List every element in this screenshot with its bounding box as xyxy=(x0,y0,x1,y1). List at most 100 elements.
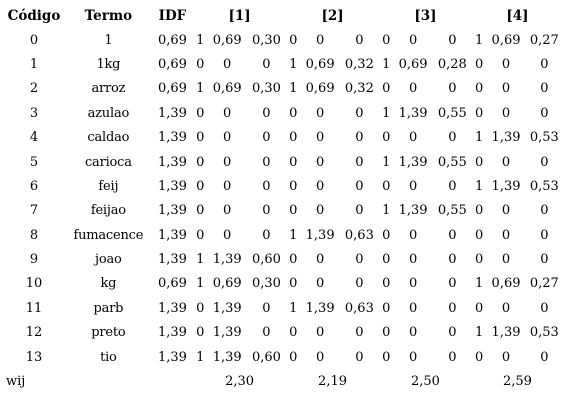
row-cell: 0 xyxy=(315,325,325,341)
table-row: 11 parb 1,39 0 1,39 0 1 1,39 0,63 0 0 0 0 0 0 xyxy=(3,297,563,321)
row-cell: 0 xyxy=(262,56,271,72)
row-term: parb xyxy=(93,300,124,316)
row-term: 1kg xyxy=(96,56,121,72)
table-row: 10 kg 0,69 1 0,69 0,30 0 0 0 0 0 0 1 0,69 0,27 xyxy=(3,272,563,296)
row-cell: 0 xyxy=(355,154,364,170)
row-cell: 0 xyxy=(355,203,364,219)
row-cell: 0 xyxy=(382,325,391,341)
row-cell: 0 xyxy=(501,203,511,219)
row-cell: 0 xyxy=(196,203,205,219)
row-cell: 1,39 xyxy=(491,178,521,194)
row-cell: 0,55 xyxy=(437,154,467,170)
row-cell: 0 xyxy=(408,276,418,292)
row-cell: 1,39 xyxy=(305,227,335,243)
footer-w-doc-1: 2,30 xyxy=(225,374,255,390)
row-cell: 1 xyxy=(475,178,484,194)
row-cell: 1 xyxy=(289,227,298,243)
row-cell: 0 xyxy=(223,56,232,72)
row-cell: 0 xyxy=(315,130,325,146)
row-idf: 1,39 xyxy=(157,252,187,268)
row-cell: 1 xyxy=(382,105,391,121)
row-cell: 0 xyxy=(196,300,205,316)
row-idf: 1,39 xyxy=(157,227,187,243)
row-code: 4 xyxy=(29,130,39,146)
row-cell: 0 xyxy=(475,227,484,243)
table-row: 2 arroz 0,69 1 0,69 0,30 1 0,69 0,32 0 0 0 0 0 0 xyxy=(3,77,563,101)
row-code: 1 xyxy=(29,56,39,72)
row-cell: 1 xyxy=(289,56,298,72)
row-cell: 0 xyxy=(540,300,549,316)
row-cell: 0,32 xyxy=(344,81,374,97)
row-cell: 0 xyxy=(448,81,457,97)
row-cell: 0 xyxy=(475,252,484,268)
row-code: 5 xyxy=(29,154,39,170)
row-cell: 0 xyxy=(448,178,457,194)
row-cell: 1 xyxy=(382,56,391,72)
row-cell: 0 xyxy=(540,349,549,365)
row-term: joao xyxy=(95,252,122,268)
row-cell: 0 xyxy=(355,178,364,194)
row-cell: 0 xyxy=(501,252,511,268)
row-cell: 1 xyxy=(289,81,298,97)
row-cell: 0 xyxy=(289,178,298,194)
row-cell: 0 xyxy=(540,227,549,243)
row-cell: 0 xyxy=(315,203,325,219)
row-idf: 1,39 xyxy=(157,203,187,219)
row-cell: 0 xyxy=(382,349,391,365)
row-cell: 0 xyxy=(355,130,364,146)
header-doc-3: [3] xyxy=(414,8,437,25)
header-doc-2: [2] xyxy=(321,8,344,25)
row-cell: 0,53 xyxy=(529,325,559,341)
table-row: 8 fumacence 1,39 0 0 0 1 1,39 0,63 0 0 0 0 0 0 xyxy=(3,224,563,248)
table-row: 6 feij 1,39 0 0 0 0 0 0 0 0 0 1 1,39 0,53 xyxy=(3,175,563,199)
row-cell: 0 xyxy=(540,154,549,170)
row-cell: 0 xyxy=(382,178,391,194)
row-idf: 1,39 xyxy=(157,130,187,146)
row-cell: 0,69 xyxy=(491,32,521,48)
row-cell: 0,63 xyxy=(344,227,374,243)
row-idf: 0,69 xyxy=(157,32,187,48)
row-cell: 0 xyxy=(289,105,298,121)
row-idf: 1,39 xyxy=(157,349,187,365)
row-cell: 0 xyxy=(540,105,549,121)
table-row: 12 preto 1,39 0 1,39 0 0 0 0 0 0 0 1 1,39 0,53 xyxy=(3,321,563,345)
row-cell: 0 xyxy=(262,203,271,219)
row-cell: 0,69 xyxy=(305,81,335,97)
header-doc-1: [1] xyxy=(228,8,251,25)
row-cell: 1 xyxy=(475,32,484,48)
row-idf: 1,39 xyxy=(157,154,187,170)
row-cell: 0 xyxy=(408,325,418,341)
table-body: 0 1 0,69 1 0,69 0,30 0 0 0 0 0 0 1 0,69 0,27 1 1kg 0,69 0 0… xyxy=(3,28,563,369)
row-code: 6 xyxy=(29,178,39,194)
row-cell: 0,60 xyxy=(251,349,281,365)
row-cell: 0 xyxy=(223,130,232,146)
row-cell: 0 xyxy=(382,81,391,97)
row-code: 12 xyxy=(25,325,43,341)
row-cell: 0,60 xyxy=(251,252,281,268)
table-row: 9 joao 1,39 1 1,39 0,60 0 0 0 0 0 0 0 0 0 xyxy=(3,248,563,272)
footer-w-doc-2: 2,19 xyxy=(318,374,347,390)
row-cell: 0 xyxy=(448,325,457,341)
row-term: preto xyxy=(91,325,126,341)
table-row: 7 feijao 1,39 0 0 0 0 0 0 1 1,39 0,55 0 0 0 xyxy=(3,199,563,223)
row-cell: 1,39 xyxy=(398,154,428,170)
row-cell: 0,32 xyxy=(344,56,374,72)
row-cell: 1,39 xyxy=(212,325,242,341)
row-cell: 0 xyxy=(355,252,364,268)
row-cell: 0,30 xyxy=(251,276,281,292)
row-cell: 0 xyxy=(196,227,205,243)
row-cell: 0 xyxy=(540,252,549,268)
row-cell: 0 xyxy=(448,130,457,146)
row-cell: 0 xyxy=(475,105,484,121)
row-term: tio xyxy=(100,349,117,365)
row-cell: 1,39 xyxy=(398,105,428,121)
row-cell: 0 xyxy=(501,105,511,121)
row-cell: 1 xyxy=(196,349,205,365)
row-cell: 0 xyxy=(408,81,418,97)
row-cell: 0 xyxy=(382,276,391,292)
row-cell: 1 xyxy=(475,130,484,146)
row-cell: 0,55 xyxy=(437,203,467,219)
row-cell: 1 xyxy=(196,252,205,268)
row-cell: 0 xyxy=(382,300,391,316)
row-idf: 1,39 xyxy=(157,105,187,121)
